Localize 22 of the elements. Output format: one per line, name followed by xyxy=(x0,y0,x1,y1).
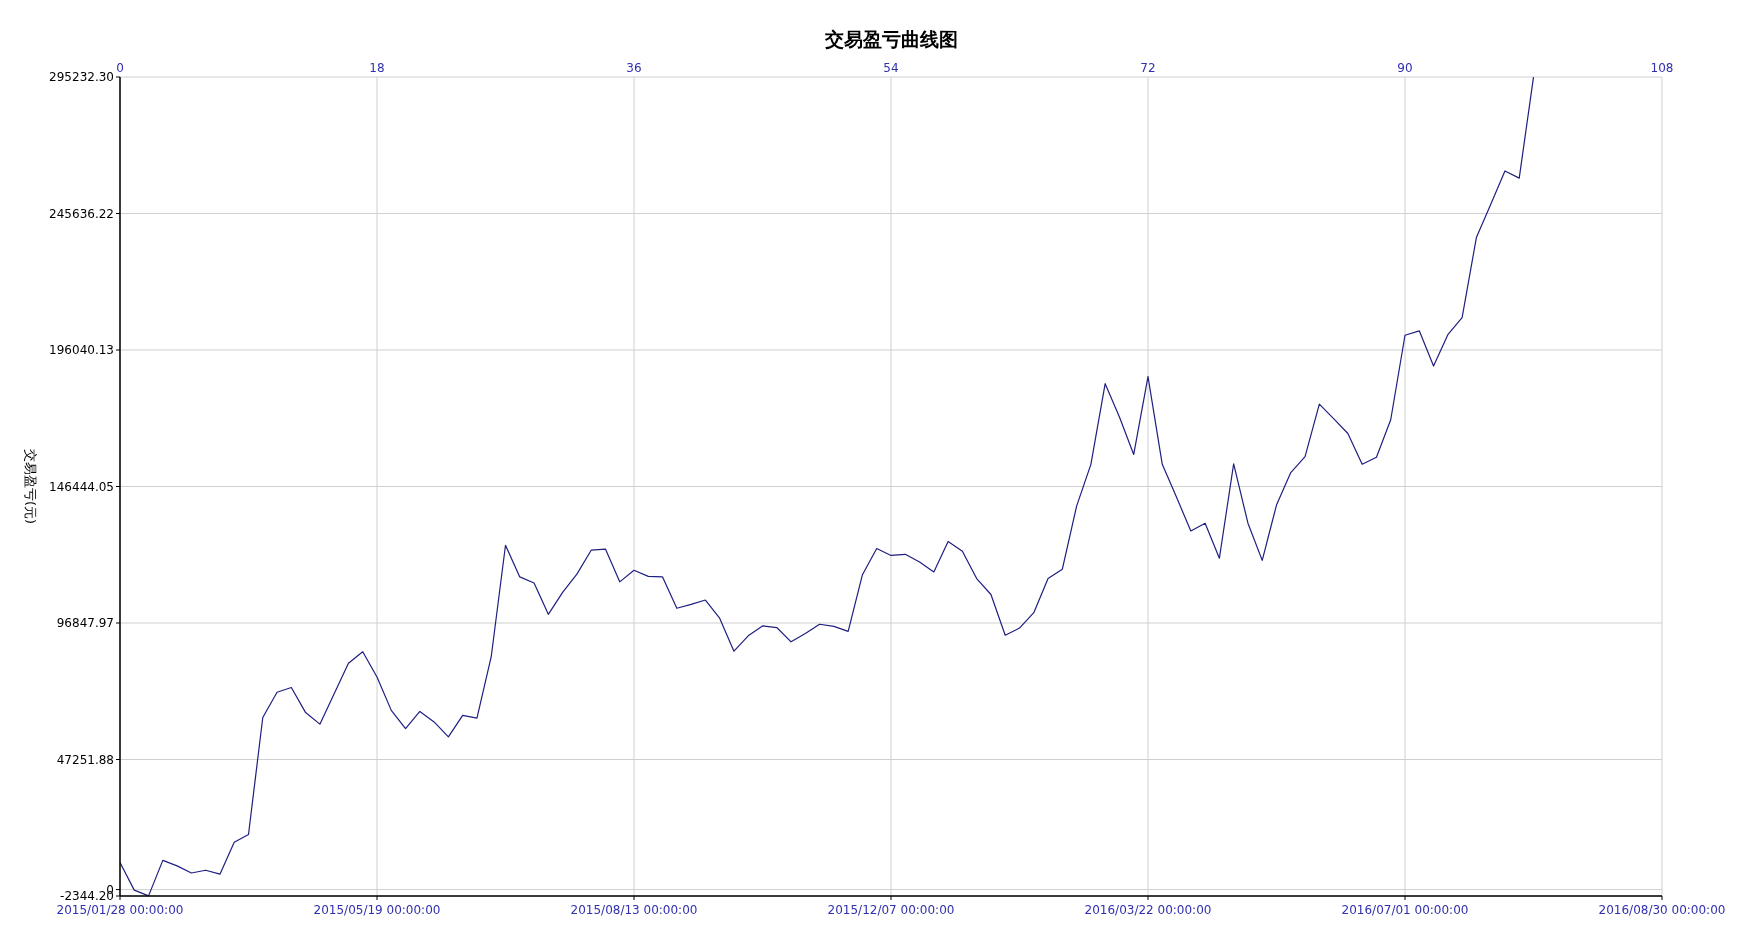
y-tick-label: 245636.22 xyxy=(49,206,114,221)
y-axis-title: 交易盈亏(元) xyxy=(23,448,38,525)
y-tick-label: 295232.30 xyxy=(49,70,114,85)
x-tick-label: 2015/01/28 00:00:00 xyxy=(56,903,184,917)
x-tick-label: 2015/12/07 00:00:00 xyxy=(827,903,955,917)
x2-tick-label: 0 xyxy=(116,61,124,75)
y-tick-label: 146444.05 xyxy=(49,479,114,494)
y-tick-label: 196040.13 xyxy=(49,343,114,358)
x-tick-label: 2015/05/19 00:00:00 xyxy=(313,903,441,917)
x-tick-label: 2015/08/13 00:00:00 xyxy=(570,903,698,917)
x-tick-label: 2016/08/30 00:00:00 xyxy=(1598,903,1726,917)
x2-tick-label: 18 xyxy=(369,61,385,75)
x2-tick-label: 54 xyxy=(883,61,899,75)
y-tick-label: 47251.88 xyxy=(56,752,114,767)
x-tick-label: 2016/03/22 00:00:00 xyxy=(1084,903,1212,917)
x2-tick-label: 36 xyxy=(626,61,642,75)
y-tick-label: 96847.97 xyxy=(56,616,114,631)
x2-tick-label: 72 xyxy=(1140,61,1156,75)
chart-title: 交易盈亏曲线图 xyxy=(823,28,958,50)
x2-tick-label: 90 xyxy=(1397,61,1413,75)
x-tick-label: 2016/07/01 00:00:00 xyxy=(1341,903,1469,917)
x2-tick-label: 108 xyxy=(1650,61,1674,75)
